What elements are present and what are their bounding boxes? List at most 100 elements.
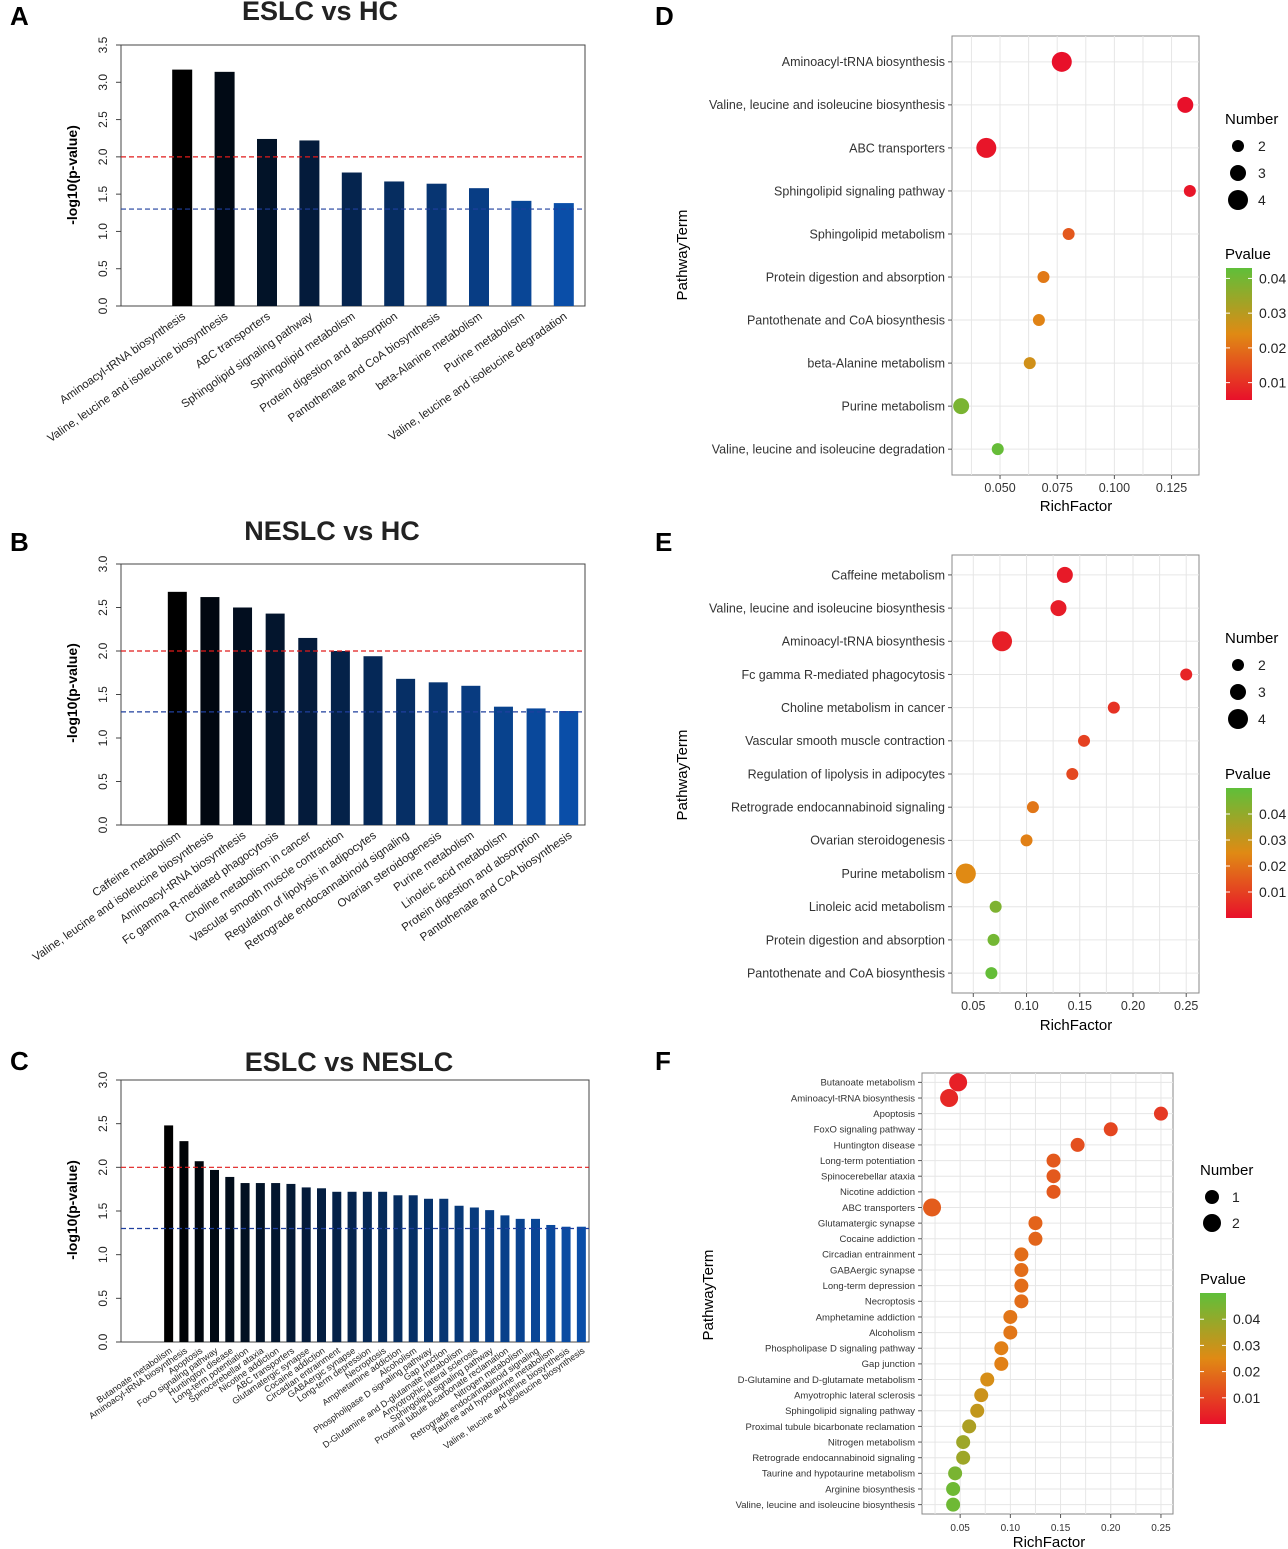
bar	[439, 1198, 449, 1342]
y-tick-label: Aminoacyl-tRNA biosynthesis	[782, 55, 945, 69]
bar	[341, 172, 362, 306]
y-tick-label: Valine, leucine and isoleucine degradati…	[712, 443, 945, 457]
y-tick-label: Arginine biosynthesis	[825, 1484, 915, 1495]
bar	[553, 203, 574, 306]
y-tick-label: 2.5	[96, 1115, 110, 1132]
y-tick-label: Vascular smooth muscle contraction	[745, 734, 945, 748]
y-axis-label-a: -log10(p-value)	[64, 125, 80, 225]
y-tick-label: Apoptosis	[873, 1109, 915, 1120]
data-point	[1014, 1263, 1029, 1278]
y-tick-label: Regulation of lipolysis in adipocytes	[748, 767, 945, 781]
data-point	[1103, 1122, 1118, 1137]
data-point	[962, 1419, 977, 1434]
x-tick-label: 0.25	[1174, 999, 1198, 1013]
bar	[265, 613, 285, 825]
bar	[298, 637, 318, 825]
y-tick-label: Alcoholism	[869, 1328, 915, 1339]
colorbar-label: 0.03	[1233, 1337, 1260, 1353]
y-tick-label: 1.0	[96, 729, 110, 746]
color-bar	[1226, 788, 1252, 918]
data-point	[1026, 801, 1039, 814]
data-point	[985, 967, 998, 980]
data-point	[1051, 51, 1072, 72]
x-tick-label: 0.20	[1101, 1523, 1121, 1534]
bar	[362, 1191, 372, 1342]
y-tick-label: Nicotine addiction	[840, 1187, 915, 1198]
y-tick-label: Retrograde endocannabinoid signaling	[752, 1453, 915, 1464]
size-legend-dot	[1230, 165, 1246, 181]
data-point	[1003, 1325, 1018, 1340]
data-point	[949, 1073, 968, 1092]
panel-d-dot-plot: D RichFactor PathwayTerm Number Pvalue 0…	[655, 1, 1286, 515]
y-tick-label: Valine, leucine and isoleucine biosynthe…	[709, 601, 945, 615]
y-tick-label: Gap junction	[862, 1359, 915, 1370]
x-tick-label: 0.15	[1068, 999, 1092, 1013]
y-tick-label: Spinocerebellar ataxia	[821, 1172, 916, 1183]
y-tick-label: Purine metabolism	[841, 867, 945, 881]
panel-letter-c: C	[10, 1046, 29, 1076]
bar	[286, 1183, 296, 1342]
data-point	[946, 1481, 961, 1496]
size-legend-title-f: Number	[1200, 1162, 1253, 1179]
bar	[233, 607, 253, 825]
bar	[454, 1205, 464, 1342]
bar	[172, 69, 193, 306]
y-tick-label: Protein digestion and absorption	[766, 270, 945, 284]
data-point	[956, 1450, 971, 1465]
y-axis-label-c: -log10(p-value)	[64, 1160, 80, 1260]
data-point	[923, 1198, 942, 1217]
y-tick-label: Amyotrophic lateral sclerosis	[794, 1390, 915, 1401]
bar	[493, 706, 513, 825]
bar	[167, 591, 187, 825]
color-legend-title-d: Pvalue	[1225, 246, 1271, 263]
bar	[317, 1188, 326, 1342]
y-tick-label: Valine, leucine and isoleucine biosynthe…	[709, 98, 945, 112]
x-tick-label: Valine, leucine and isoleucine biosynthe…	[46, 310, 231, 445]
chart-title-b: NESLC vs HC	[244, 516, 420, 546]
bar	[194, 1161, 204, 1342]
bar	[210, 1169, 219, 1342]
data-point	[1062, 227, 1075, 240]
data-point	[987, 933, 1000, 946]
x-tick-label: 0.25	[1151, 1523, 1171, 1534]
panel-letter-d: D	[655, 1, 674, 31]
x-tick-label: 0.125	[1156, 481, 1187, 495]
data-point	[974, 1388, 989, 1403]
x-tick-label: 0.20	[1121, 999, 1145, 1013]
size-legend-label: 4	[1258, 711, 1266, 727]
size-legend-label: 4	[1258, 192, 1266, 208]
data-point	[1177, 96, 1194, 113]
data-point	[1046, 1169, 1061, 1184]
data-point	[980, 1372, 995, 1387]
y-tick-label: beta-Alanine metabolism	[807, 356, 945, 370]
bar	[526, 708, 546, 825]
y-tick-label: Sphingolipid signaling pathway	[785, 1406, 915, 1417]
bar	[559, 711, 579, 825]
data-point	[1070, 1137, 1085, 1152]
size-legend-dot	[1228, 190, 1248, 210]
y-tick-label: Choline metabolism in cancer	[781, 701, 945, 715]
size-legend-dot	[1230, 684, 1246, 700]
data-point	[976, 137, 997, 158]
colorbar-label: 0.04	[1259, 270, 1286, 286]
bar	[576, 1226, 586, 1342]
y-tick-label: 2.5	[96, 111, 110, 128]
data-point	[1023, 357, 1036, 370]
x-tick-label: 0.100	[1099, 481, 1130, 495]
y-tick-label: Butanoate metabolism	[820, 1078, 915, 1089]
x-tick-label: Butanoate metabolism	[95, 1345, 174, 1405]
y-axis-label-b: -log10(p-value)	[64, 643, 80, 743]
chart-title-a: ESLC vs HC	[242, 0, 398, 26]
y-tick-label: 3.5	[96, 36, 110, 53]
bar	[347, 1191, 357, 1342]
data-point	[1180, 668, 1193, 681]
y-tick-label: Long-term potentiation	[820, 1156, 915, 1167]
data-point	[1107, 701, 1120, 714]
y-tick-label: Nitrogen metabolism	[828, 1437, 915, 1448]
data-point	[1020, 834, 1033, 847]
color-bar	[1226, 268, 1252, 400]
colorbar-label: 0.01	[1259, 375, 1286, 391]
x-tick-label: 0.10	[1014, 999, 1038, 1013]
panel-c-bar-chart: C ESLC vs NESLC -log10(p-value) 0.0 0.5 1.…	[10, 1046, 590, 1451]
data-point	[1032, 314, 1045, 327]
